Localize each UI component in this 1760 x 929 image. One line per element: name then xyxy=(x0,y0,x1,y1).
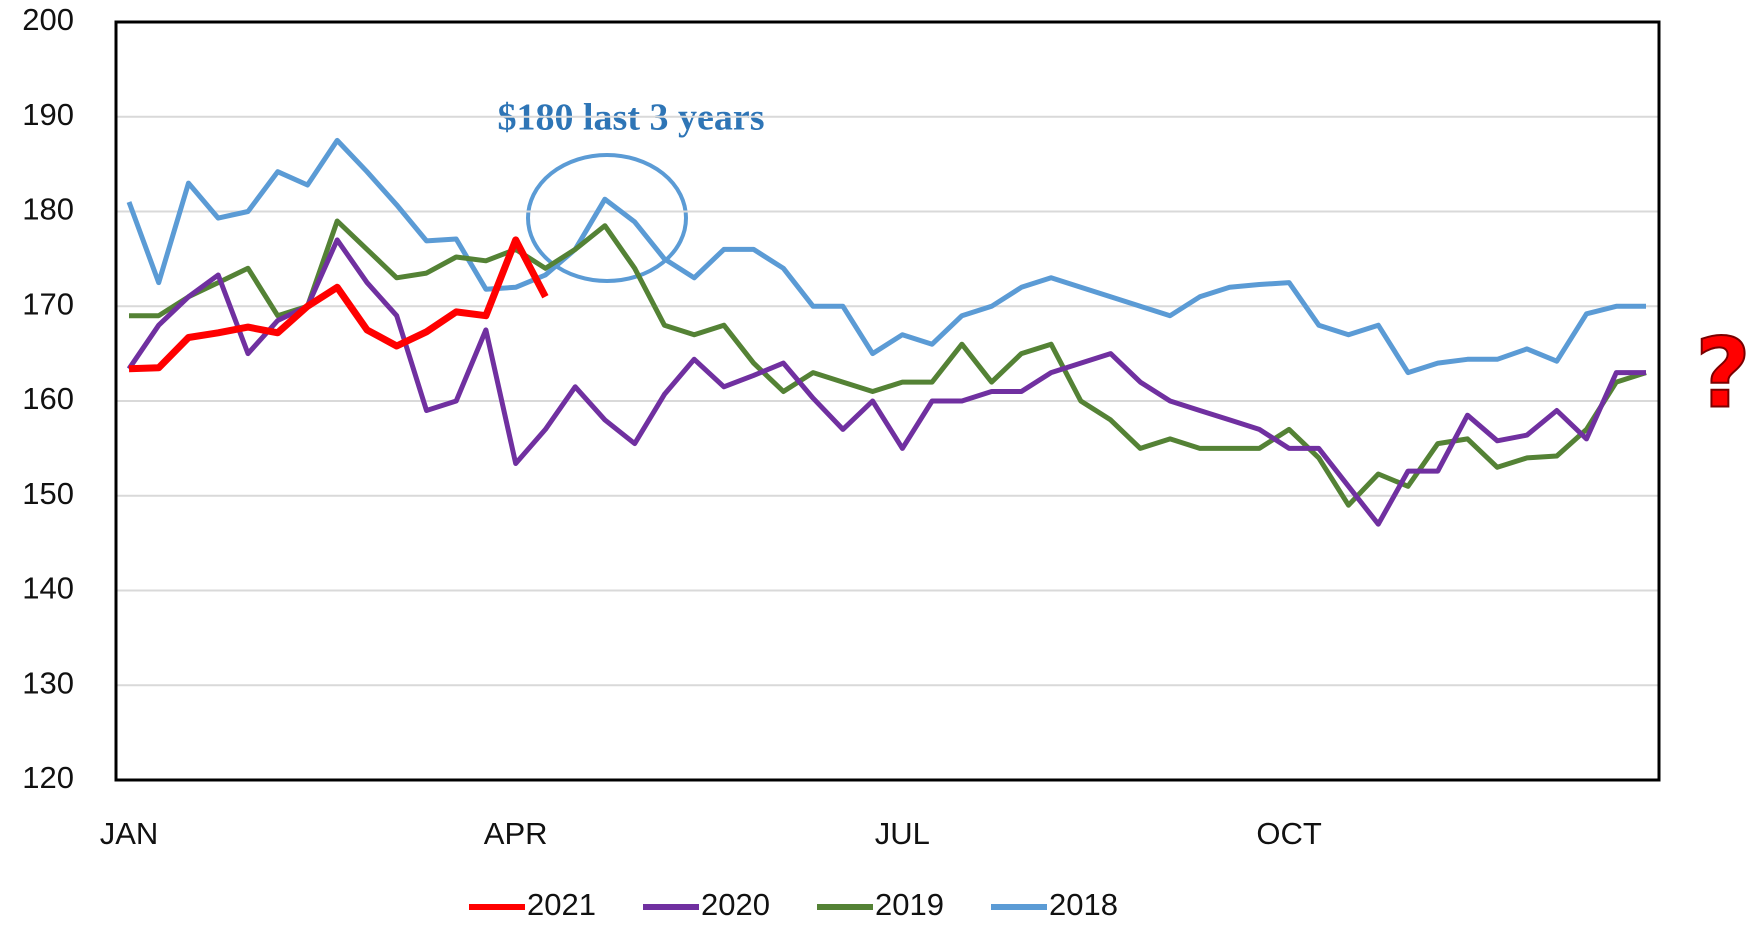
series-line xyxy=(126,237,1646,527)
legend-label: 2018 xyxy=(1049,887,1118,922)
y-tick-label: 120 xyxy=(22,760,74,795)
legend-label: 2020 xyxy=(701,887,770,922)
series-line xyxy=(129,218,1647,508)
y-tick-label: 170 xyxy=(22,286,74,321)
x-tick-label: JAN xyxy=(100,816,159,851)
y-tick-label: 160 xyxy=(22,381,74,416)
legend-label: 2021 xyxy=(527,887,596,922)
y-tick-label: 190 xyxy=(22,97,74,132)
y-tick-label: 150 xyxy=(22,476,74,511)
x-tick-label: JUL xyxy=(875,816,930,851)
series-line xyxy=(128,236,549,373)
y-tick-label: 180 xyxy=(22,192,74,227)
plot-border xyxy=(114,20,1661,782)
highlight-ellipse xyxy=(526,153,688,283)
y-tick-label: 140 xyxy=(22,571,74,606)
y-tick-label: 200 xyxy=(22,2,74,37)
question-mark: ? xyxy=(1695,317,1751,429)
x-tick-label: APR xyxy=(484,816,548,851)
series-line xyxy=(126,137,1646,376)
legend-label: 2019 xyxy=(875,887,944,922)
x-tick-label: OCT xyxy=(1256,816,1322,851)
y-tick-label: 130 xyxy=(22,665,74,700)
